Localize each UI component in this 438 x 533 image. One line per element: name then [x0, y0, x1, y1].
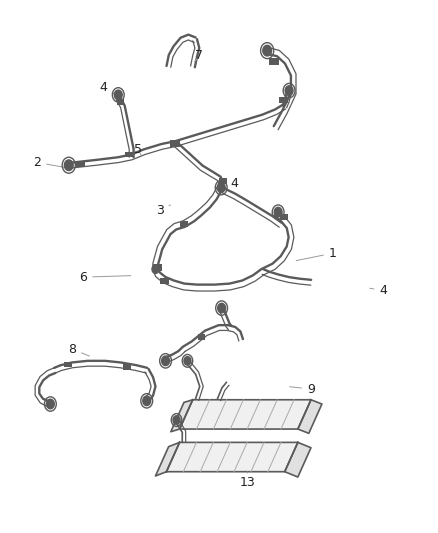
Bar: [170, 140, 180, 148]
Text: 9: 9: [290, 383, 315, 395]
Circle shape: [217, 183, 225, 192]
Circle shape: [162, 356, 170, 366]
Bar: [153, 264, 162, 271]
Text: 13: 13: [240, 472, 255, 489]
Text: 6: 6: [79, 271, 131, 284]
Circle shape: [173, 416, 180, 424]
Bar: [219, 179, 227, 184]
Circle shape: [274, 207, 282, 217]
Bar: [76, 161, 85, 167]
Text: 5: 5: [134, 143, 142, 156]
Text: 4: 4: [224, 177, 238, 190]
Circle shape: [218, 303, 226, 313]
Bar: [198, 334, 205, 340]
Text: 8: 8: [68, 343, 89, 356]
Bar: [279, 97, 288, 103]
Text: 3: 3: [156, 204, 170, 217]
Bar: [117, 100, 124, 105]
Circle shape: [64, 160, 73, 171]
Polygon shape: [171, 400, 193, 432]
Polygon shape: [298, 400, 322, 433]
Circle shape: [263, 45, 272, 56]
Polygon shape: [180, 400, 311, 429]
Circle shape: [184, 357, 191, 365]
Text: 1: 1: [296, 247, 337, 261]
Polygon shape: [166, 442, 298, 472]
Polygon shape: [155, 442, 180, 476]
Bar: [280, 214, 288, 220]
Text: 4: 4: [370, 284, 387, 297]
Bar: [125, 152, 133, 157]
Circle shape: [285, 86, 293, 95]
Text: 7: 7: [194, 50, 203, 62]
Bar: [180, 221, 188, 227]
Bar: [269, 58, 279, 65]
Bar: [123, 364, 131, 369]
Circle shape: [152, 265, 159, 273]
Text: 4: 4: [99, 82, 116, 95]
Circle shape: [46, 399, 54, 409]
Bar: [160, 278, 169, 284]
Bar: [64, 362, 72, 367]
Circle shape: [114, 90, 122, 100]
Text: 2: 2: [33, 156, 65, 169]
Polygon shape: [285, 442, 311, 477]
Circle shape: [143, 396, 151, 406]
